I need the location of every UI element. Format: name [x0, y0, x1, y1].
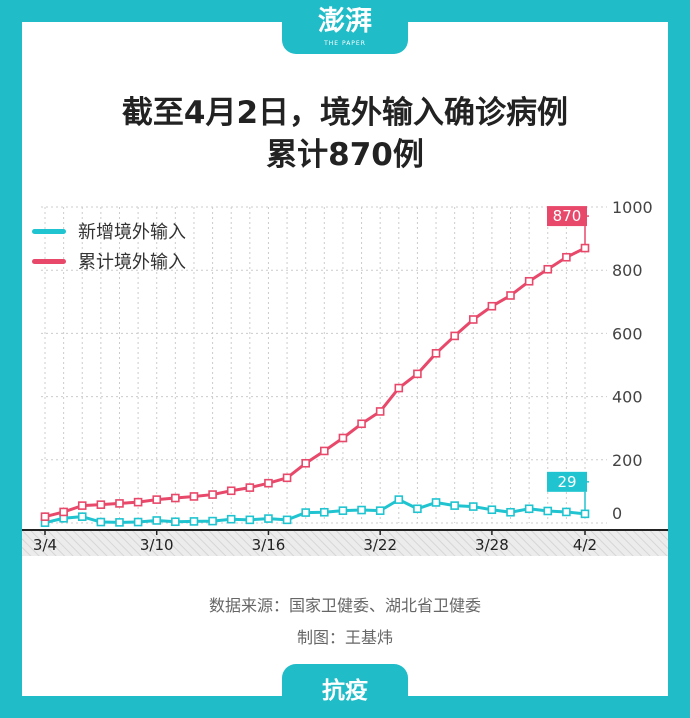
series-line-cumulative: [44, 246, 586, 519]
callout-box-new: [547, 471, 587, 492]
data-point-cumulative: [338, 433, 348, 443]
data-point-cumulative: [189, 492, 199, 501]
data-point-new: [282, 515, 292, 525]
data-point-new: [450, 501, 459, 510]
data-point-cumulative: [375, 407, 385, 416]
data-point-cumulative: [357, 419, 366, 429]
data-point-new: [301, 508, 310, 517]
legend-item-new: 新增境外输入: [32, 216, 186, 246]
data-point-new: [375, 506, 385, 515]
data-point-cumulative: [320, 446, 329, 456]
footer-tag: 抗疫: [282, 664, 408, 718]
data-point-new: [543, 506, 553, 516]
data-point-new: [115, 518, 124, 527]
legend-label-new: 新增境外输入: [78, 222, 186, 243]
data-point-cumulative: [115, 499, 124, 508]
chart-title-line-2: 累计870例: [266, 137, 424, 173]
data-point-new: [77, 512, 87, 521]
data-point-new: [226, 514, 236, 524]
data-point-new: [524, 504, 534, 514]
data-point-cumulative: [394, 383, 404, 393]
data-point-new: [431, 498, 441, 507]
data-point-cumulative: [301, 458, 310, 468]
data-source: 数据来源：国家卫健委、湖北省卫健委: [208, 596, 481, 615]
data-point-new: [338, 506, 348, 515]
data-point-cumulative: [506, 291, 515, 300]
data-point-cumulative: [96, 500, 106, 509]
y-tick-label: 200: [612, 451, 643, 470]
data-point-new: [171, 517, 180, 527]
chart-credit: 制图：王基炜: [296, 628, 393, 647]
data-point-cumulative: [282, 473, 292, 483]
data-point-new: [320, 507, 329, 517]
x-tick-label: 3/28: [475, 536, 509, 554]
data-point-cumulative: [245, 483, 255, 492]
x-axis-band: [22, 530, 668, 556]
logo-tab: 澎湃 THE PAPER: [282, 0, 408, 54]
legend-item-cumulative: 累计境外输入: [32, 246, 186, 276]
data-point-new: [152, 516, 162, 525]
logo-subtitle: THE PAPER: [324, 40, 366, 47]
chart-title: 截至4月2日，境外输入确诊病例 累计870例: [0, 92, 690, 176]
data-point-new: [580, 509, 590, 519]
y-tick-label: 400: [612, 388, 643, 407]
x-tick-label: 4/2: [573, 536, 597, 554]
legend-swatch-new: [32, 228, 66, 234]
data-point-cumulative: [468, 315, 478, 324]
data-point-new: [506, 507, 515, 517]
data-point-cumulative: [226, 486, 236, 496]
callout-label-cumulative: 870: [553, 207, 582, 225]
y-tick-label: 1000: [612, 198, 653, 217]
legend-swatch-cumulative: [32, 258, 66, 264]
data-point-cumulative: [450, 331, 459, 341]
data-point-new: [413, 504, 422, 514]
x-tick-label: 3/16: [252, 536, 286, 554]
data-point-cumulative: [524, 276, 534, 286]
data-point-cumulative: [264, 478, 273, 488]
data-point-cumulative: [40, 512, 50, 521]
data-point-cumulative: [562, 252, 571, 262]
data-point-new: [208, 516, 217, 526]
data-point-cumulative: [543, 264, 553, 274]
data-point-cumulative: [413, 369, 422, 379]
data-point-cumulative: [487, 301, 497, 311]
x-tick-label: 3/4: [33, 536, 57, 554]
callout-box-cumulative: [547, 206, 587, 227]
legend: 新增境外输入 累计境外输入: [32, 216, 186, 276]
legend-label-cumulative: 累计境外输入: [78, 252, 186, 273]
data-point-new: [264, 514, 273, 523]
data-point-cumulative: [431, 349, 441, 358]
data-point-cumulative: [133, 497, 143, 507]
data-point-new: [133, 517, 143, 527]
data-point-new: [394, 495, 404, 504]
x-tick-label: 3/22: [363, 536, 397, 554]
data-point-new: [245, 515, 255, 525]
chart-title-line-1: 截至4月2日，境外输入确诊病例: [121, 95, 569, 131]
y-tick-label: 600: [612, 324, 643, 343]
data-point-new: [96, 517, 106, 527]
y-tick-label: 0: [612, 504, 622, 523]
data-point-cumulative: [152, 495, 162, 504]
logo-text: 澎湃: [318, 6, 372, 37]
data-point-new: [487, 505, 497, 515]
data-point-cumulative: [77, 501, 87, 510]
data-point-cumulative: [580, 243, 590, 253]
chart-card: [22, 22, 668, 696]
data-point-new: [468, 502, 478, 511]
data-point-new: [189, 517, 199, 526]
data-point-cumulative: [59, 507, 68, 517]
callout-label-new: 29: [557, 473, 576, 491]
data-point-cumulative: [208, 490, 217, 499]
x-tick-label: 3/10: [140, 536, 174, 554]
data-point-new: [562, 507, 571, 517]
y-tick-label: 800: [612, 261, 643, 280]
data-point-cumulative: [171, 493, 180, 503]
data-point-new: [357, 505, 366, 515]
